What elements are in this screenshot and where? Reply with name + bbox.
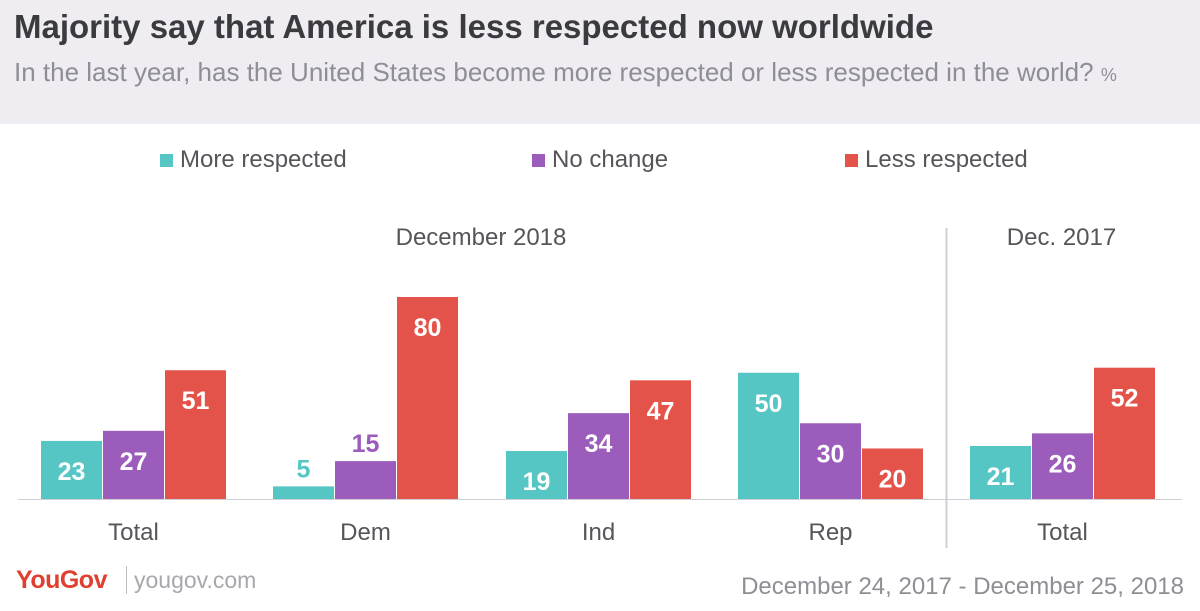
- category-label: Rep: [808, 519, 852, 546]
- bar-value-label: 23: [58, 458, 86, 486]
- unit-label: %: [1100, 65, 1117, 85]
- footer-date-range: December 24, 2017 - December 25, 2018: [741, 573, 1184, 600]
- bar: [630, 380, 691, 499]
- bar: [103, 430, 164, 499]
- bar-value-label: 19: [523, 468, 551, 496]
- legend-label: Less respected: [865, 146, 1028, 173]
- bar: [397, 297, 458, 499]
- bar-value-label: 80: [414, 314, 442, 342]
- category-label: Dem: [340, 519, 391, 546]
- bar: [800, 423, 861, 499]
- legend-swatch: [532, 153, 545, 167]
- bar: [506, 451, 567, 499]
- bar-value-label: 47: [647, 397, 675, 425]
- legend-item-no-change: No change: [532, 145, 668, 175]
- bar-value-label: 21: [987, 463, 1015, 491]
- bar: [41, 440, 102, 499]
- bar-value-label: 20: [879, 466, 907, 494]
- bar: [568, 413, 629, 499]
- yougov-logo: YouGov: [16, 566, 107, 594]
- chart-title: Majority say that America is less respec…: [14, 8, 934, 45]
- legend-label: More respected: [180, 146, 347, 173]
- bar-value-label: 34: [585, 430, 613, 458]
- legend-label: No change: [552, 146, 669, 173]
- bar-value-label: 27: [120, 448, 148, 476]
- period-label: December 2018: [396, 224, 567, 251]
- bar-value-label: 5: [297, 455, 311, 483]
- bar-value-label: 50: [755, 390, 783, 418]
- header-band: Majority say that America is less respec…: [0, 0, 1200, 124]
- bar: [1094, 367, 1155, 499]
- bar-value-label: 26: [1049, 450, 1077, 478]
- bar: [1032, 433, 1093, 499]
- bar: [273, 486, 334, 499]
- category-label: Total: [1037, 519, 1088, 546]
- bar-value-label: 15: [352, 430, 380, 458]
- bar: [970, 445, 1031, 499]
- subtitle-text: In the last year, has the United States …: [14, 57, 1094, 87]
- legend-item-less-respected: Less respected: [845, 145, 1028, 175]
- bar-value-label: 51: [182, 387, 210, 415]
- legend-swatch: [845, 153, 858, 167]
- bar-value-label: 30: [817, 440, 845, 468]
- legend-swatch: [160, 153, 173, 167]
- chart-subtitle: In the last year, has the United States …: [14, 56, 1184, 92]
- bar: [335, 461, 396, 499]
- period-label: Dec. 2017: [1007, 224, 1116, 251]
- legend-item-more-respected: More respected: [160, 145, 347, 175]
- bar: [165, 370, 226, 499]
- footer-url: yougov.com: [134, 567, 257, 593]
- footer-divider: [126, 566, 127, 594]
- bar-value-label: 52: [1111, 385, 1139, 413]
- bar: [862, 448, 923, 499]
- category-label: Total: [108, 519, 159, 546]
- bar: [738, 372, 799, 499]
- category-label: Ind: [582, 519, 615, 546]
